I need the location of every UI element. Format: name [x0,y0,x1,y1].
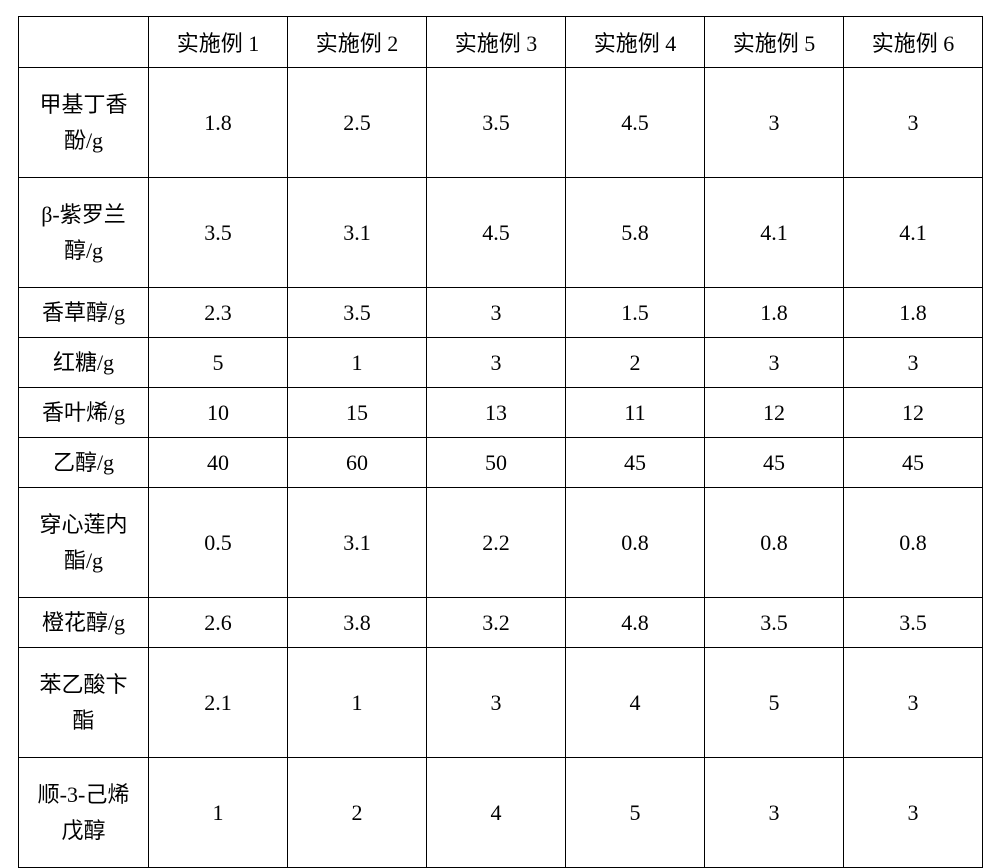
cell: 2 [566,338,705,388]
cell: 11 [566,388,705,438]
cell: 1.8 [149,68,288,178]
cell: 4 [427,758,566,868]
cell: 4.1 [705,178,844,288]
table-row: 橙花醇/g 2.6 3.8 3.2 4.8 3.5 3.5 [19,598,983,648]
cell: 40 [149,438,288,488]
cell: 3 [705,338,844,388]
row-header: 红糖/g [19,338,149,388]
cell: 3.1 [288,488,427,598]
header-col-3: 实施例 3 [427,17,566,68]
cell: 3 [844,758,983,868]
cell: 60 [288,438,427,488]
data-table: 实施例 1 实施例 2 实施例 3 实施例 4 实施例 5 实施例 6 甲基丁香… [18,16,983,868]
cell: 1.8 [705,288,844,338]
cell: 5.8 [566,178,705,288]
cell: 0.8 [705,488,844,598]
cell: 3.2 [427,598,566,648]
cell: 5 [566,758,705,868]
cell: 3 [427,338,566,388]
cell: 3 [705,68,844,178]
cell: 1.5 [566,288,705,338]
cell: 3 [427,648,566,758]
cell: 4.5 [427,178,566,288]
header-blank [19,17,149,68]
row-header: 穿心莲内酯/g [19,488,149,598]
cell: 5 [149,338,288,388]
header-col-2: 实施例 2 [288,17,427,68]
cell: 1 [288,648,427,758]
table-row: 乙醇/g 40 60 50 45 45 45 [19,438,983,488]
row-header: 橙花醇/g [19,598,149,648]
cell: 50 [427,438,566,488]
cell: 4 [566,648,705,758]
header-col-1: 实施例 1 [149,17,288,68]
header-col-5: 实施例 5 [705,17,844,68]
table-row: 香草醇/g 2.3 3.5 3 1.5 1.8 1.8 [19,288,983,338]
row-header: 苯乙酸卞酯 [19,648,149,758]
cell: 0.5 [149,488,288,598]
table-row: 穿心莲内酯/g 0.5 3.1 2.2 0.8 0.8 0.8 [19,488,983,598]
cell: 1 [149,758,288,868]
cell: 45 [705,438,844,488]
cell: 5 [705,648,844,758]
cell: 4.1 [844,178,983,288]
cell: 2 [288,758,427,868]
cell: 2.1 [149,648,288,758]
cell: 0.8 [844,488,983,598]
row-header: 香草醇/g [19,288,149,338]
cell: 1 [288,338,427,388]
cell: 13 [427,388,566,438]
cell: 15 [288,388,427,438]
table-header-row: 实施例 1 实施例 2 实施例 3 实施例 4 实施例 5 实施例 6 [19,17,983,68]
cell: 3.5 [288,288,427,338]
cell: 2.3 [149,288,288,338]
row-header: 甲基丁香酚/g [19,68,149,178]
row-header: 顺-3-己烯戊醇 [19,758,149,868]
cell: 3.5 [705,598,844,648]
cell: 3 [844,338,983,388]
page: 实施例 1 实施例 2 实施例 3 实施例 4 实施例 5 实施例 6 甲基丁香… [0,0,1000,848]
table-body: 实施例 1 实施例 2 实施例 3 实施例 4 实施例 5 实施例 6 甲基丁香… [19,17,983,868]
cell: 2.6 [149,598,288,648]
cell: 3.1 [288,178,427,288]
header-col-6: 实施例 6 [844,17,983,68]
row-header: 香叶烯/g [19,388,149,438]
cell: 3.5 [149,178,288,288]
cell: 3.5 [844,598,983,648]
cell: 3.8 [288,598,427,648]
row-header: 乙醇/g [19,438,149,488]
table-row: 红糖/g 5 1 3 2 3 3 [19,338,983,388]
row-header: β-紫罗兰醇/g [19,178,149,288]
cell: 2.2 [427,488,566,598]
cell: 3 [427,288,566,338]
cell: 3 [844,648,983,758]
cell: 3 [705,758,844,868]
cell: 12 [705,388,844,438]
cell: 3.5 [427,68,566,178]
table-row: β-紫罗兰醇/g 3.5 3.1 4.5 5.8 4.1 4.1 [19,178,983,288]
cell: 2.5 [288,68,427,178]
table-row: 顺-3-己烯戊醇 1 2 4 5 3 3 [19,758,983,868]
cell: 12 [844,388,983,438]
table-row: 香叶烯/g 10 15 13 11 12 12 [19,388,983,438]
table-row: 甲基丁香酚/g 1.8 2.5 3.5 4.5 3 3 [19,68,983,178]
cell: 3 [844,68,983,178]
cell: 45 [844,438,983,488]
cell: 10 [149,388,288,438]
header-col-4: 实施例 4 [566,17,705,68]
cell: 0.8 [566,488,705,598]
cell: 1.8 [844,288,983,338]
cell: 45 [566,438,705,488]
table-row: 苯乙酸卞酯 2.1 1 3 4 5 3 [19,648,983,758]
cell: 4.5 [566,68,705,178]
cell: 4.8 [566,598,705,648]
